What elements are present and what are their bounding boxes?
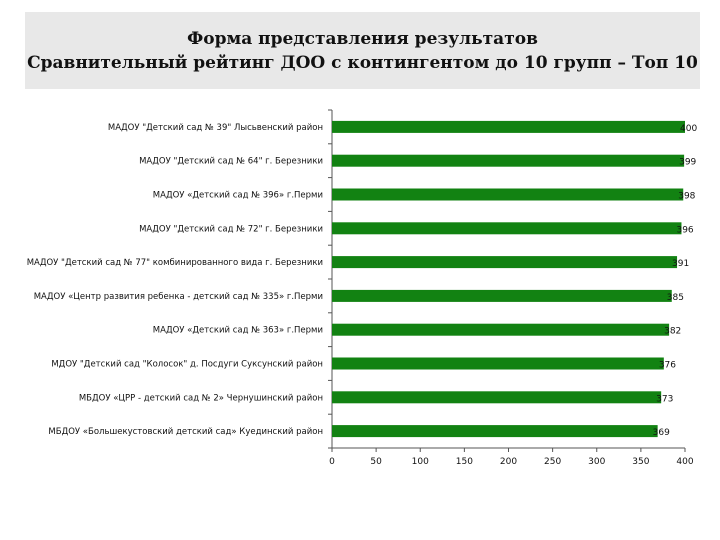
chart-title-line1: Форма представления результатов bbox=[187, 28, 538, 49]
bar bbox=[332, 120, 685, 133]
value-label: 385 bbox=[667, 293, 684, 303]
category-label: МБДОУ «ЦРР - детский сад № 2» Чернушинск… bbox=[79, 393, 323, 403]
bar bbox=[332, 222, 682, 235]
category-label: МАДОУ "Детский сад № 64" г. Березники bbox=[139, 157, 323, 167]
x-tick-label: 0 bbox=[329, 457, 335, 467]
value-label: 373 bbox=[656, 394, 673, 404]
category-label: МДОУ "Детский сад "Колосок" д. Посдуги С… bbox=[51, 360, 323, 370]
x-tick-label: 200 bbox=[500, 457, 517, 467]
bar bbox=[332, 289, 672, 302]
value-label: 382 bbox=[664, 327, 681, 337]
bar bbox=[332, 256, 678, 269]
x-tick-label: 350 bbox=[632, 457, 649, 467]
bar bbox=[332, 391, 662, 404]
x-tick-label: 300 bbox=[588, 457, 605, 467]
bar bbox=[332, 323, 670, 336]
bar bbox=[332, 425, 658, 438]
bar bbox=[332, 154, 685, 167]
category-label: МАДОУ «Детский сад № 363» г.Перми bbox=[153, 326, 323, 336]
value-label: 396 bbox=[676, 225, 693, 235]
x-tick-label: 150 bbox=[456, 457, 473, 467]
x-tick-label: 400 bbox=[676, 457, 693, 467]
bar bbox=[332, 188, 684, 201]
value-label: 399 bbox=[679, 158, 696, 168]
value-label: 391 bbox=[672, 259, 689, 269]
chart-title-line2: Сравнительный рейтинг ДОО с контингентом… bbox=[27, 52, 698, 73]
category-label: МАДОУ «Центр развития ребенка - детский … bbox=[34, 292, 323, 302]
x-tick-label: 100 bbox=[412, 457, 429, 467]
x-tick-label: 250 bbox=[544, 457, 561, 467]
value-label: 369 bbox=[653, 428, 670, 438]
bar bbox=[332, 357, 664, 370]
category-label: МАДОУ "Детский сад № 72" г. Березники bbox=[139, 224, 323, 234]
value-label: 398 bbox=[678, 192, 695, 202]
title-band: Форма представления результатов Сравните… bbox=[25, 12, 700, 89]
category-label: МАДОУ "Детский сад № 77" комбинированног… bbox=[27, 258, 323, 268]
value-label: 376 bbox=[659, 361, 676, 371]
category-label: МАДОУ «Детский сад № 396» г.Перми bbox=[153, 191, 323, 201]
x-tick-label: 50 bbox=[370, 457, 382, 467]
category-label: МБДОУ «Большекустовский детский сад» Куе… bbox=[48, 427, 323, 437]
category-label: МАДОУ "Детский сад № 39" Лысьвенский рай… bbox=[108, 123, 323, 133]
value-label: 400 bbox=[680, 124, 697, 134]
